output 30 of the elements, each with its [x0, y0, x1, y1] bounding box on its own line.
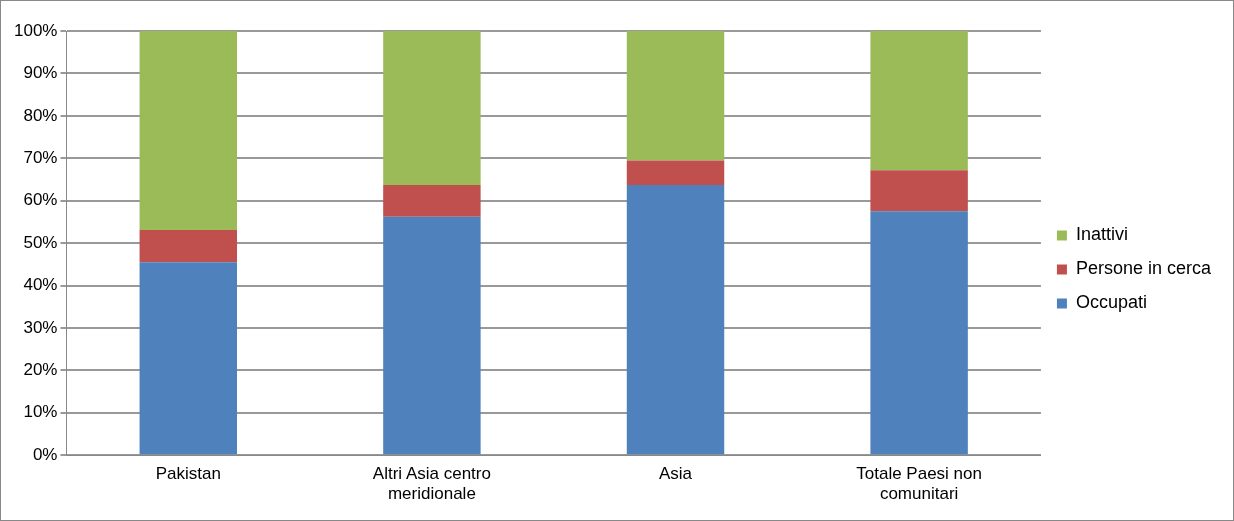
y-tick-label: 90% — [23, 63, 58, 83]
bar — [870, 31, 968, 171]
legend-label: Occupati — [1075, 292, 1147, 313]
bar — [626, 184, 725, 455]
bar — [870, 170, 968, 212]
bar — [383, 216, 481, 455]
x-tick-label: Altri Asia centro meridionale — [372, 464, 491, 504]
bar — [139, 262, 238, 455]
bar — [383, 31, 481, 185]
y-tick-label: 30% — [23, 317, 58, 337]
y-tick-label: 10% — [23, 402, 58, 422]
legend-label: Persone in cerca — [1075, 258, 1212, 279]
legend-label: Inattivi — [1075, 224, 1128, 245]
x-tick-label: Asia — [658, 464, 693, 484]
y-tick-label: 70% — [23, 147, 58, 167]
bar — [383, 184, 481, 217]
x-tick-label: Totale Paesi non comunitari — [856, 464, 982, 504]
y-tick-label: 0% — [32, 444, 58, 464]
bar — [626, 160, 725, 185]
bar — [626, 31, 725, 161]
bar — [870, 211, 968, 455]
y-tick-label: 80% — [23, 105, 58, 125]
y-tick-label: 20% — [23, 360, 58, 380]
y-tick-label: 40% — [23, 275, 58, 295]
bar — [139, 31, 238, 230]
y-tick-label: 60% — [23, 190, 58, 210]
y-tick-label: 50% — [23, 232, 58, 252]
y-tick-label: 100% — [14, 20, 58, 40]
x-tick-label: Pakistan — [155, 464, 221, 484]
bar — [139, 229, 238, 263]
